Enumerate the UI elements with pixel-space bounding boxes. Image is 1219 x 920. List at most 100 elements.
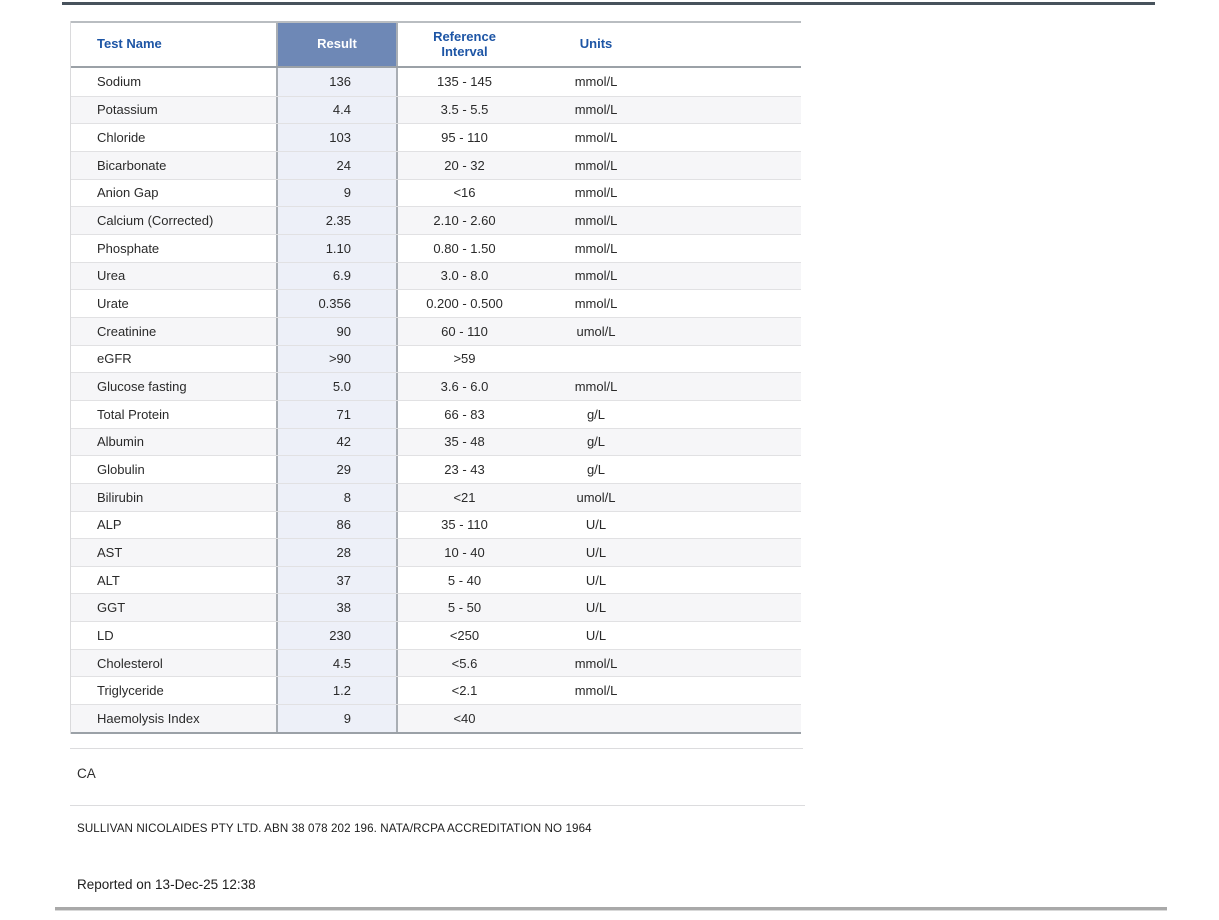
result-cell: 8 [276, 483, 398, 511]
test-name-cell: Creatinine [97, 323, 157, 339]
table-row: Globulin 29 23 - 43 g/L [71, 455, 801, 483]
test-name-cell: GGT [97, 600, 126, 616]
result-cell: 42 [276, 428, 398, 456]
filler-cell [661, 622, 801, 649]
table-row: ALT 37 5 - 40 U/L [71, 565, 801, 594]
units-cell: mmol/L [574, 213, 618, 229]
reference-interval-cell: 60 - 110 [441, 323, 488, 339]
results-table-body: Sodium 136 135 - 145 mmol/L Potassium 4.4 3.5 … [71, 68, 801, 734]
result-cell: 38 [276, 594, 398, 622]
result-cell: 5.0 [276, 373, 398, 400]
test-name-cell: Anion Gap [97, 185, 159, 201]
table-row: Triglyceride 1.2 <2.1 mmol/L [71, 676, 801, 705]
test-name-cell: Potassium [97, 102, 158, 118]
reference-interval-cell: 95 - 110 [441, 130, 488, 146]
filler-cell [661, 263, 801, 290]
header-test-name: Test Name [97, 36, 162, 52]
table-row: ALP 86 35 - 110 U/L [71, 510, 801, 539]
result-cell: 24 [276, 151, 398, 179]
test-name-cell: Total Protein [97, 406, 170, 422]
header-filler [661, 23, 801, 66]
reference-interval-cell: 135 - 145 [437, 74, 492, 90]
reported-timestamp: Reported on 13-Dec-25 12:38 [77, 877, 256, 892]
units-cell [531, 705, 661, 732]
result-cell: 1.2 [276, 677, 398, 705]
units-cell: mmol/L [574, 683, 618, 699]
lab-results-table: Test Name Result Reference Interval Unit… [70, 21, 801, 734]
filler-cell [661, 318, 801, 345]
result-cell: 4.5 [276, 649, 398, 677]
reference-interval-cell: 66 - 83 [444, 406, 485, 422]
test-name-cell: Calcium (Corrected) [97, 213, 214, 229]
reference-interval-cell: 0.80 - 1.50 [433, 240, 496, 256]
reference-interval-cell: 35 - 48 [444, 434, 485, 450]
filler-cell [661, 484, 801, 511]
table-row: LD 230 <250 U/L [71, 621, 801, 649]
test-name-cell: Haemolysis Index [97, 710, 200, 726]
result-cell: 103 [276, 124, 398, 151]
units-cell: U/L [585, 627, 607, 643]
result-cell: 9 [276, 705, 398, 732]
result-cell: 2.35 [276, 207, 398, 234]
filler-cell [661, 97, 801, 124]
test-name-cell: Phosphate [97, 240, 160, 256]
reference-interval-cell: 0.200 - 0.500 [426, 296, 503, 312]
result-cell: 1.10 [276, 234, 398, 262]
table-row: AST 28 10 - 40 U/L [71, 538, 801, 566]
page-bottom-rule [55, 907, 1167, 911]
reference-interval-cell: 3.5 - 5.5 [440, 102, 489, 118]
filler-cell [661, 677, 801, 704]
table-row: Chloride 103 95 - 110 mmol/L [71, 123, 801, 151]
test-name-cell: Triglyceride [97, 683, 164, 699]
filler-cell [661, 567, 801, 594]
units-cell: g/L [586, 434, 606, 450]
units-cell: g/L [586, 406, 606, 422]
filler-cell [661, 152, 801, 179]
test-name-cell: eGFR [97, 351, 132, 367]
table-row: Bicarbonate 24 20 - 32 mmol/L [71, 150, 801, 179]
table-header-row: Test Name Result Reference Interval Unit… [71, 21, 801, 68]
units-cell: g/L [586, 462, 606, 478]
units-cell [531, 346, 661, 373]
table-row: Cholesterol 4.5 <5.6 mmol/L [71, 648, 801, 677]
table-row: Bilirubin 8 <21 umol/L [71, 482, 801, 511]
filler-cell [661, 124, 801, 151]
units-cell: mmol/L [574, 130, 618, 146]
filler-cell [661, 180, 801, 207]
footer-divider [70, 805, 805, 806]
units-cell: mmol/L [574, 296, 618, 312]
test-name-cell: Bicarbonate [97, 157, 167, 173]
test-name-cell: Albumin [97, 434, 144, 450]
test-name-cell: Bilirubin [97, 489, 144, 505]
result-cell: 136 [276, 68, 398, 96]
filler-cell [661, 650, 801, 677]
table-bottom-divider [70, 748, 803, 749]
reference-interval-cell: 35 - 110 [441, 517, 488, 533]
test-name-cell: Glucose fasting [97, 379, 187, 395]
reference-interval-cell: 23 - 43 [444, 462, 485, 478]
units-cell: mmol/L [574, 185, 618, 201]
header-result: Result [276, 23, 398, 66]
table-row: Total Protein 71 66 - 83 g/L [71, 399, 801, 428]
filler-cell [661, 429, 801, 456]
reference-interval-cell: 5 - 40 [447, 572, 482, 588]
reference-interval-cell: 10 - 40 [444, 544, 485, 560]
units-cell: U/L [585, 517, 607, 533]
filler-cell [661, 512, 801, 539]
result-cell: 37 [276, 566, 398, 594]
test-name-cell: Urate [97, 296, 129, 312]
filler-cell [661, 539, 801, 566]
reference-interval-cell: 3.6 - 6.0 [440, 379, 489, 395]
units-cell: U/L [585, 572, 607, 588]
result-cell: >90 [276, 345, 398, 373]
table-row: Phosphate 1.10 0.80 - 1.50 mmol/L [71, 233, 801, 262]
result-cell: 71 [276, 400, 398, 428]
reference-interval-cell: 2.10 - 2.60 [433, 213, 496, 229]
result-cell: 9 [276, 179, 398, 207]
filler-cell [661, 705, 801, 732]
units-cell: mmol/L [574, 655, 618, 671]
filler-cell [661, 373, 801, 400]
units-cell: mmol/L [574, 74, 618, 90]
filler-cell [661, 401, 801, 428]
test-name-cell: AST [97, 544, 123, 560]
